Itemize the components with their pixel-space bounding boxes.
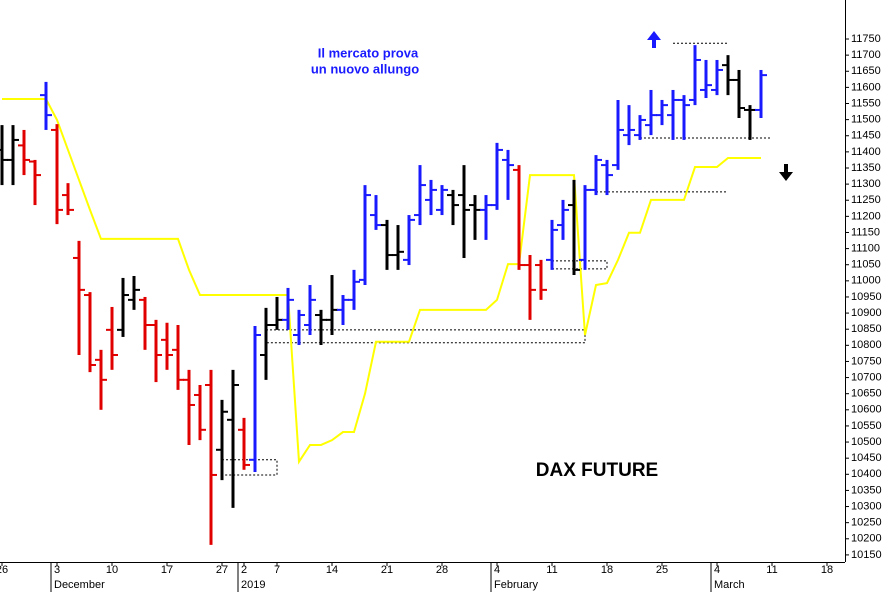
x-tick-label: 10 [106,564,118,576]
x-tick-label: 18 [601,564,613,576]
x-tick-label: 26 [0,564,8,576]
y-tick-label: 10900 [851,307,882,319]
x-tick-label: 21 [381,564,393,576]
up-arrow [647,31,661,48]
x-tick-label: 2 [241,564,247,576]
x-tick-label: 25 [656,564,668,576]
y-tick-label: 10600 [851,404,882,416]
y-tick-label: 10800 [851,339,882,351]
down-arrow [779,164,793,181]
y-tick-label: 11600 [851,81,881,93]
month-label: February [494,579,539,591]
y-tick-label: 10500 [851,436,882,448]
y-tick-label: 11150 [851,226,880,238]
y-tick-label: 11550 [851,97,881,109]
x-tick-label: 11 [546,564,557,576]
y-tick-label: 11700 [851,49,881,61]
y-tick-label: 11250 [851,194,881,206]
chart-title: DAX FUTURE [536,460,658,481]
x-tick-label: 27 [216,564,228,576]
x-tick-label: 14 [326,564,338,576]
stop-line [2,97,761,465]
x-tick-label: 4 [494,564,500,576]
y-tick-label: 10950 [851,291,882,303]
annotation: un nuovo allungo [311,61,419,76]
x-tick-label: 7 [274,564,280,576]
y-tick-label: 11650 [851,65,881,77]
x-tick-label: 28 [436,564,448,576]
y-tick-label: 10200 [851,533,882,545]
y-tick-label: 10850 [851,323,882,335]
y-tick-label: 10300 [851,500,882,512]
x-tick-label: 18 [821,564,833,576]
y-tick-label: 11100 [851,243,880,255]
y-tick-label: 10350 [851,484,882,496]
y-tick-label: 11050 [851,259,881,271]
y-tick-label: 11000 [851,275,881,287]
annotation: Il mercato prova [318,45,419,60]
x-tick-label: 3 [54,564,60,576]
y-tick-label: 10650 [851,388,882,400]
month-label: 2019 [241,579,265,591]
x-tick-label: 4 [714,564,720,576]
y-tick-label: 10400 [851,468,882,480]
y-tick-label: 10150 [851,549,882,561]
x-tick-label: 17 [161,564,173,576]
y-tick-label: 10700 [851,371,882,383]
x-tick-label: 11 [766,564,777,576]
y-tick-label: 10550 [851,420,882,432]
month-label: December [54,579,105,591]
month-label: March [714,579,745,591]
y-tick-label: 11750 [851,33,881,45]
y-tick-label: 11500 [851,114,881,126]
y-tick-label: 11350 [851,162,881,174]
y-tick-label: 10450 [851,452,882,464]
y-tick-label: 10750 [851,355,882,367]
y-tick-label: 11300 [851,178,881,190]
y-tick-label: 11450 [851,130,881,142]
y-tick-label: 11400 [851,146,881,158]
y-tick-label: 11200 [851,210,881,222]
y-tick-label: 10250 [851,517,882,529]
